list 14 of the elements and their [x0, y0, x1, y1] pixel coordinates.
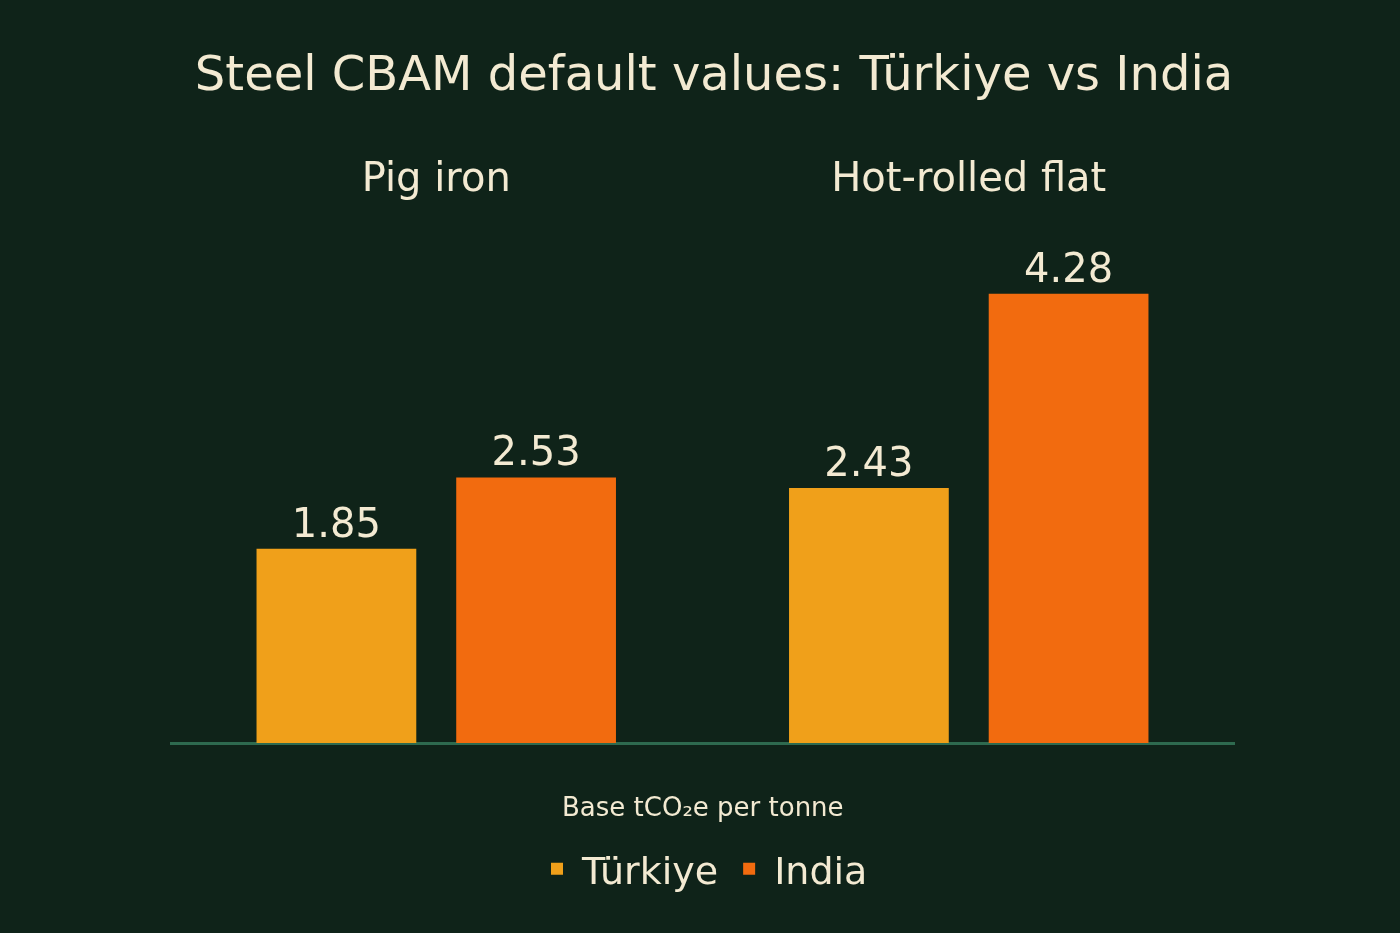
- bar: [988, 293, 1149, 743]
- x-axis-title: Base tCO₂e per tonne: [562, 792, 844, 822]
- chart-title: Steel CBAM default values: Türkiye vs India: [194, 44, 1234, 101]
- x-tick-label: Pig iron: [361, 154, 511, 200]
- x-tick-label: Hot-rolled flat: [831, 154, 1107, 200]
- legend-label: India: [774, 848, 868, 893]
- bar: [256, 548, 417, 743]
- data-label: 1.85: [291, 499, 381, 546]
- data-label: 2.43: [824, 438, 914, 485]
- legend-label: Türkiye: [581, 848, 719, 893]
- data-label: 4.28: [1024, 244, 1114, 291]
- bar: [456, 477, 616, 743]
- data-label: 2.53: [491, 428, 581, 475]
- bar: [789, 487, 949, 743]
